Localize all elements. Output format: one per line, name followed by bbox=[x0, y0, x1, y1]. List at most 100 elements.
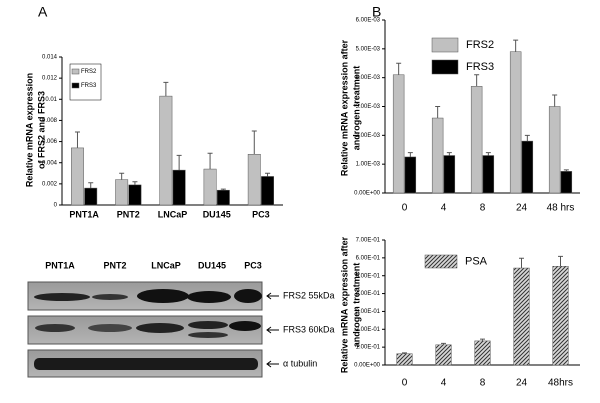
error-bar bbox=[407, 152, 413, 157]
y-tick-label: 0 bbox=[54, 203, 58, 209]
error-bar bbox=[402, 352, 407, 354]
error-bar bbox=[485, 152, 491, 156]
error-bar bbox=[446, 152, 452, 156]
y-tick-label: 6.00E-03 bbox=[356, 18, 381, 24]
lane-label: PNT2 bbox=[103, 260, 126, 270]
bar bbox=[404, 156, 417, 194]
bar bbox=[443, 155, 456, 194]
y-tick-label: 0.004 bbox=[42, 160, 58, 166]
y-axis-label: Relative mRNA expression after bbox=[339, 236, 349, 373]
y-tick-label: 0.014 bbox=[42, 55, 58, 61]
bar bbox=[435, 344, 452, 366]
x-tick-label: 0 bbox=[402, 203, 408, 214]
bar bbox=[560, 171, 573, 194]
y-tick-label: 7.00E-01 bbox=[356, 238, 381, 244]
y-tick-label: 2.00E-03 bbox=[356, 133, 381, 139]
error-bar bbox=[524, 134, 530, 142]
x-tick-label: PC3 bbox=[252, 209, 270, 219]
error-bar bbox=[396, 62, 402, 75]
error-bar bbox=[265, 172, 271, 177]
bar bbox=[216, 189, 230, 206]
x-tick-label: 4 bbox=[441, 203, 447, 214]
error-bar bbox=[558, 255, 563, 267]
band-label: α tubulin bbox=[283, 358, 317, 368]
band-arrows bbox=[266, 292, 279, 368]
y-tick-label: 0.00E+00 bbox=[354, 363, 381, 369]
x-tick-label: 0 bbox=[402, 378, 408, 389]
bar bbox=[513, 267, 530, 366]
bar bbox=[203, 168, 217, 206]
bar bbox=[84, 187, 98, 206]
x-tick-label: 8 bbox=[480, 378, 486, 389]
bar bbox=[396, 353, 413, 366]
legend-swatch bbox=[431, 59, 459, 75]
blot bbox=[27, 281, 263, 378]
error-bar bbox=[88, 182, 94, 189]
error-bar bbox=[163, 81, 169, 97]
error-bar bbox=[220, 188, 226, 191]
error-bar bbox=[519, 257, 524, 269]
y-tick-label: 1.00E-03 bbox=[356, 162, 381, 168]
y-axis-label: of FRS2 and FRS3 bbox=[36, 91, 46, 169]
lane-label: PNT1A bbox=[45, 260, 75, 270]
bar bbox=[521, 140, 534, 194]
y-tick-label: 0.008 bbox=[42, 118, 58, 124]
legend-swatch bbox=[424, 254, 458, 269]
bar bbox=[552, 266, 569, 366]
y-axis-label: androgen treatment bbox=[351, 66, 361, 151]
y-tick-label: 0.006 bbox=[42, 139, 58, 145]
x-tick-label: PNT1A bbox=[69, 209, 99, 219]
legend-label: FRS2 bbox=[466, 39, 494, 51]
error-bar bbox=[119, 172, 125, 180]
bar bbox=[261, 176, 274, 206]
band-label: FRS3 60kDa bbox=[283, 324, 335, 334]
x-tick-label: LNCaP bbox=[158, 209, 188, 219]
bar bbox=[128, 184, 142, 206]
x-tick-label: PNT2 bbox=[117, 209, 140, 219]
error-bar bbox=[513, 39, 519, 52]
bar bbox=[482, 155, 495, 194]
bar bbox=[71, 147, 84, 206]
y-tick-label: 2.00E-01 bbox=[356, 327, 381, 333]
bar bbox=[392, 74, 405, 194]
y-tick-label: 0.00E+00 bbox=[354, 191, 381, 197]
lane-label: PC3 bbox=[244, 260, 262, 270]
error-bar bbox=[563, 169, 569, 172]
x-tick-label: DU145 bbox=[203, 209, 231, 219]
bar bbox=[115, 179, 129, 206]
bar bbox=[509, 51, 522, 194]
y-tick-label: 3.00E-01 bbox=[356, 309, 381, 315]
error-bar bbox=[474, 74, 480, 87]
x-tick-label: 24 bbox=[516, 378, 528, 389]
legend-label: FRS3 bbox=[466, 61, 494, 73]
error-bar bbox=[74, 131, 80, 148]
bar bbox=[474, 340, 491, 366]
y-tick-label: 3.00E-03 bbox=[356, 104, 381, 110]
y-tick-label: 1.00E-01 bbox=[356, 345, 381, 351]
lane-label: LNCaP bbox=[151, 260, 181, 270]
bar bbox=[247, 154, 261, 206]
bar bbox=[470, 86, 483, 194]
x-tick-label: 24 bbox=[516, 203, 528, 214]
error-bar bbox=[435, 106, 441, 119]
y-tick-label: 0.01 bbox=[45, 97, 57, 103]
error-bar bbox=[132, 181, 138, 185]
legend-swatch bbox=[431, 37, 459, 53]
y-tick-label: 0.002 bbox=[42, 181, 58, 187]
y-tick-label: 0.012 bbox=[42, 76, 58, 82]
bar bbox=[548, 106, 561, 194]
y-tick-label: 5.00E-01 bbox=[356, 273, 381, 279]
bar bbox=[172, 169, 186, 206]
error-bar bbox=[552, 94, 558, 107]
y-tick-label: 5.00E-03 bbox=[356, 46, 381, 52]
y-axis-label: Relative mRNA expression after bbox=[339, 39, 349, 176]
y-axis-label: Relative mRNA expression bbox=[24, 73, 34, 187]
legend-label: FRS3 bbox=[81, 83, 97, 89]
x-tick-label: 48hrs bbox=[548, 378, 573, 389]
legend-swatch bbox=[71, 68, 80, 75]
y-tick-label: 4.00E-03 bbox=[356, 75, 381, 81]
error-bar bbox=[207, 152, 213, 170]
y-tick-label: 4.00E-01 bbox=[356, 291, 381, 297]
bar bbox=[159, 95, 173, 206]
